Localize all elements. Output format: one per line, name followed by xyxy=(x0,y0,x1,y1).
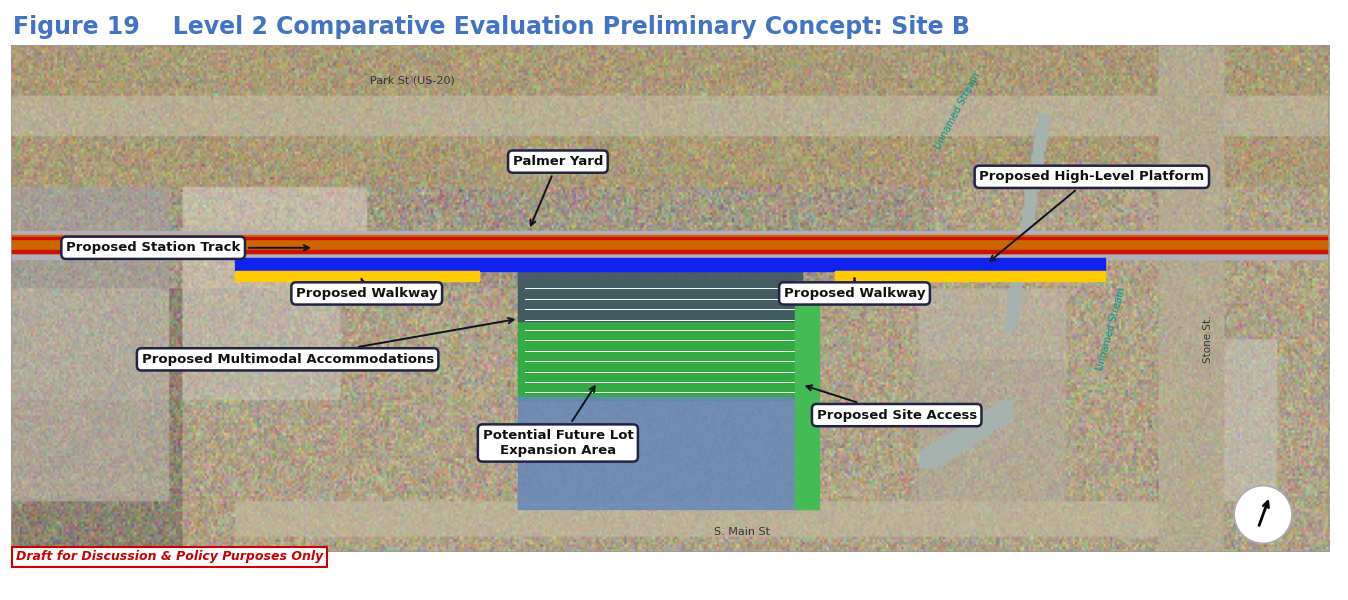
Text: Proposed Walkway: Proposed Walkway xyxy=(297,278,438,300)
Text: Unnamed Stream: Unnamed Stream xyxy=(933,71,981,151)
Bar xyxy=(11,235,1329,253)
Text: Proposed High-Level Platform: Proposed High-Level Platform xyxy=(979,170,1204,261)
Bar xyxy=(519,397,802,509)
Text: Proposed Station Track: Proposed Station Track xyxy=(66,241,309,254)
Bar xyxy=(11,250,1329,253)
Bar xyxy=(519,271,802,322)
Text: Unnamed Stream: Unnamed Stream xyxy=(1096,286,1127,371)
Bar xyxy=(235,258,1105,271)
Bar xyxy=(519,281,802,400)
Text: Potential Future Lot
Expansion Area: Potential Future Lot Expansion Area xyxy=(483,386,634,457)
Text: Draft for Discussion & Policy Purposes Only: Draft for Discussion & Policy Purposes O… xyxy=(16,550,324,563)
Bar xyxy=(235,271,479,281)
Text: Stone St.: Stone St. xyxy=(1202,316,1213,363)
Bar xyxy=(11,236,1329,239)
Text: Figure 19    Level 2 Comparative Evaluation Preliminary Concept: Site B: Figure 19 Level 2 Comparative Evaluation… xyxy=(13,15,971,39)
Text: S. Main St: S. Main St xyxy=(714,527,771,537)
Text: Proposed Walkway: Proposed Walkway xyxy=(783,278,925,300)
Text: Proposed Site Access: Proposed Site Access xyxy=(806,385,977,422)
Bar xyxy=(11,231,1329,259)
Text: Palmer Yard: Palmer Yard xyxy=(512,155,603,226)
Text: Proposed Multimodal Accommodations: Proposed Multimodal Accommodations xyxy=(142,318,514,366)
Bar xyxy=(795,281,820,509)
Bar xyxy=(834,271,1105,281)
Text: Park St (US-20): Park St (US-20) xyxy=(371,76,456,85)
Circle shape xyxy=(1235,485,1291,544)
